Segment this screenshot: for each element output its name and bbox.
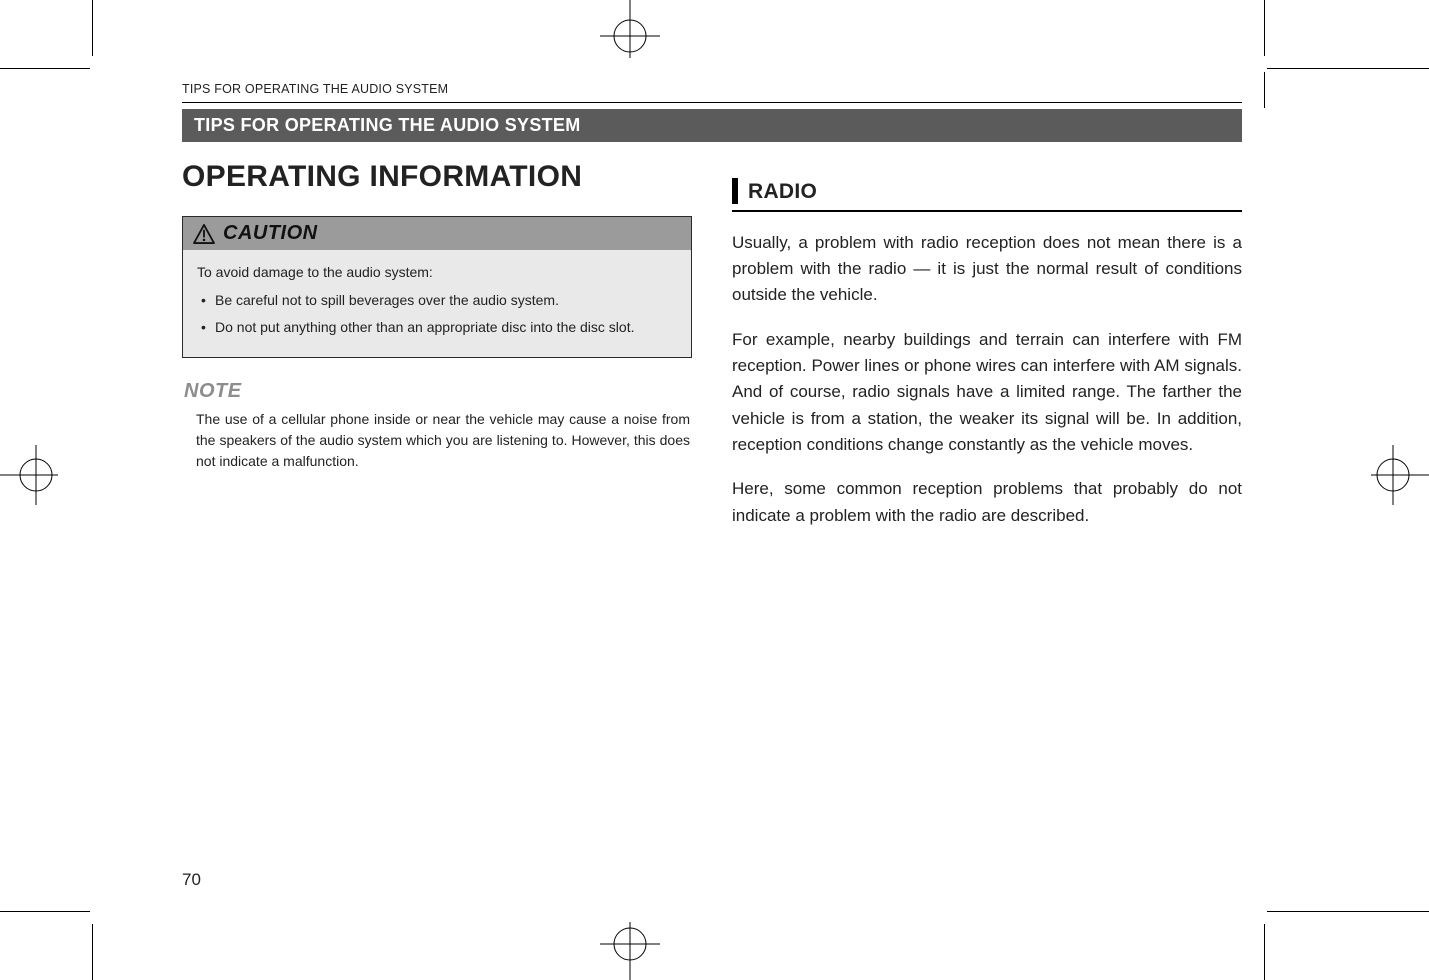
subheading-wrap: RADIO: [732, 178, 1242, 204]
crop-mark: [1264, 72, 1265, 108]
note-label: NOTE: [182, 380, 692, 403]
crop-mark: [0, 68, 90, 69]
crop-mark: [0, 911, 90, 912]
crop-mark: [1264, 924, 1265, 980]
warning-triangle-icon: [193, 224, 215, 244]
body-paragraph: Usually, a problem with radio reception …: [732, 230, 1242, 309]
rule: [182, 102, 1242, 103]
running-head: TIPS FOR OPERATING THE AUDIO SYSTEM: [182, 82, 1242, 96]
print-sheet: TIPS FOR OPERATING THE AUDIO SYSTEM TIPS…: [0, 0, 1429, 980]
crop-mark: [1267, 68, 1429, 69]
registration-target-icon: [600, 0, 660, 58]
crop-mark: [1267, 911, 1429, 912]
caution-header: CAUTION: [183, 217, 691, 250]
caution-box: CAUTION To avoid damage to the audio sys…: [182, 216, 692, 358]
note-body: The use of a cellular phone inside or ne…: [182, 409, 692, 472]
caution-item: Be careful not to spill beverages over t…: [197, 290, 677, 310]
rule: [732, 210, 1242, 212]
page-number: 70: [182, 870, 201, 890]
caution-list: Be careful not to spill beverages over t…: [197, 290, 677, 337]
body-paragraph: Here, some common reception problems tha…: [732, 476, 1242, 529]
page-content: TIPS FOR OPERATING THE AUDIO SYSTEM TIPS…: [182, 82, 1242, 882]
body-paragraph: For example, nearby buildings and terrai…: [732, 327, 1242, 459]
subheading-bar: [732, 178, 738, 204]
caution-body: To avoid damage to the audio system: Be …: [183, 250, 691, 357]
caution-label: CAUTION: [223, 222, 318, 245]
left-column: OPERATING INFORMATION CAUTION To avoid d…: [182, 160, 692, 547]
crop-mark: [92, 924, 93, 980]
registration-target-icon: [0, 445, 58, 505]
subheading: RADIO: [748, 178, 817, 204]
right-column: RADIO Usually, a problem with radio rece…: [732, 160, 1242, 547]
caution-intro: To avoid damage to the audio system:: [197, 262, 677, 282]
registration-target-icon: [600, 922, 660, 980]
section-bar: TIPS FOR OPERATING THE AUDIO SYSTEM: [182, 109, 1242, 142]
page-title: OPERATING INFORMATION: [182, 160, 692, 194]
crop-mark: [92, 0, 93, 56]
two-column-layout: OPERATING INFORMATION CAUTION To avoid d…: [182, 160, 1242, 547]
caution-item: Do not put anything other than an approp…: [197, 317, 677, 337]
crop-mark: [1264, 0, 1265, 56]
registration-target-icon: [1371, 445, 1429, 505]
